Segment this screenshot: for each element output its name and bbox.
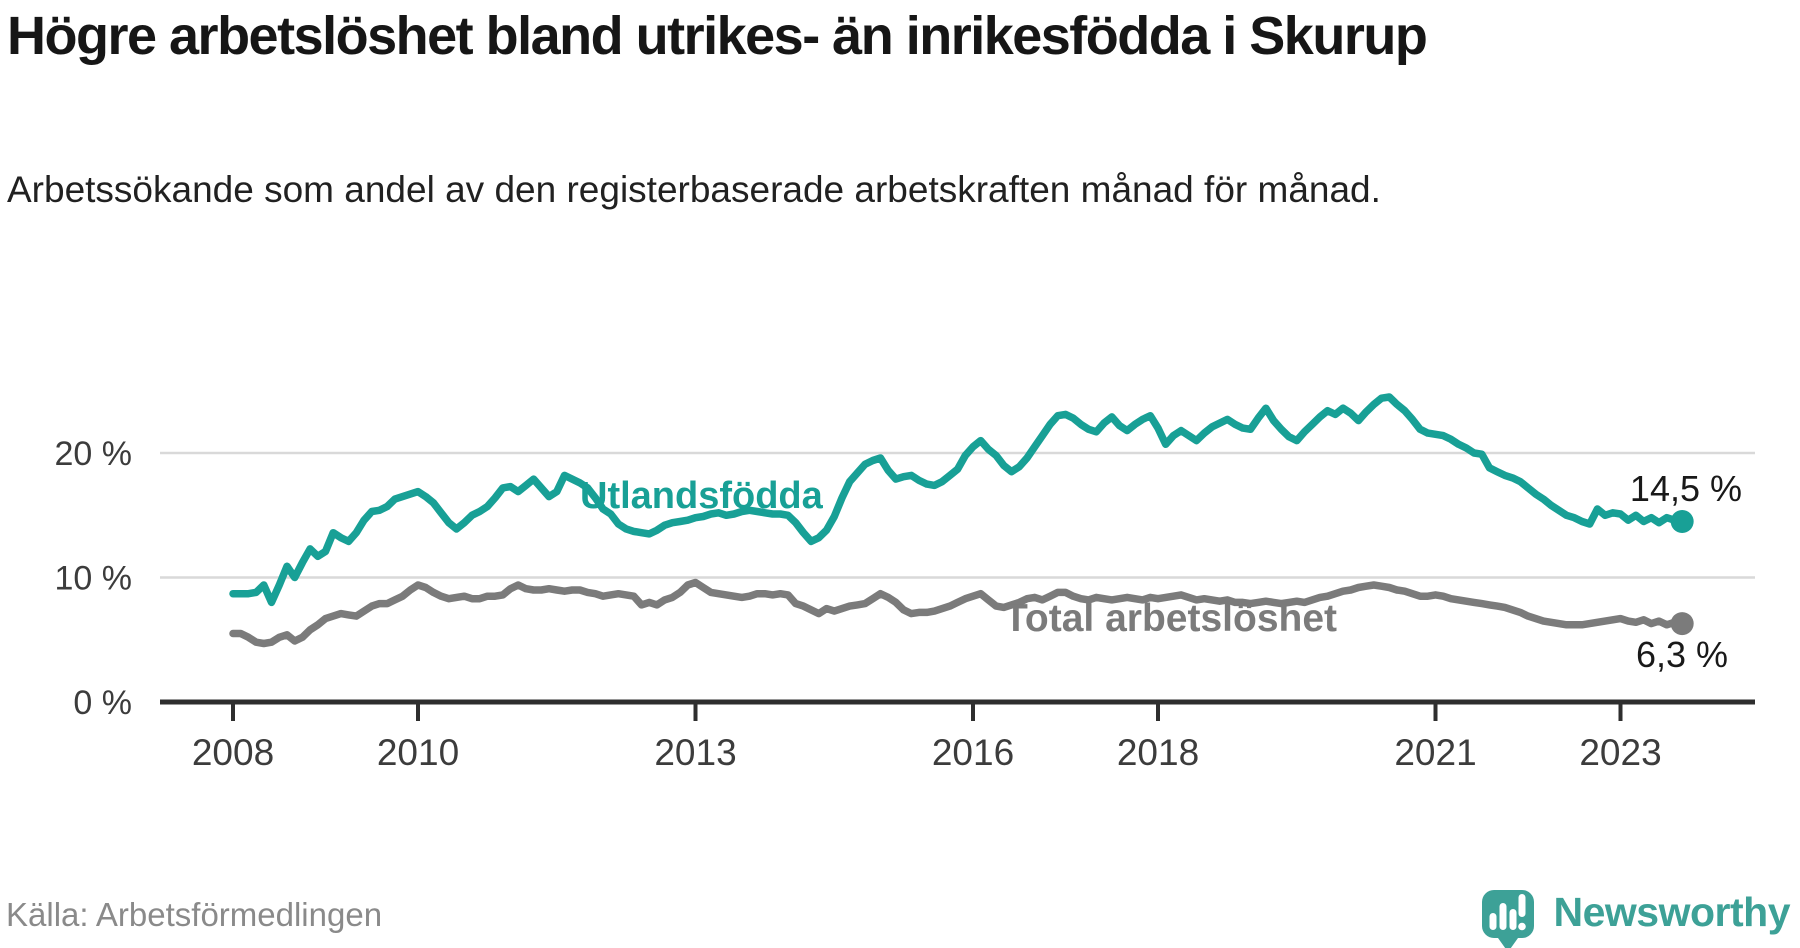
exclamation-dot <box>1517 922 1526 931</box>
y-axis-label-20: 20 % <box>55 435 133 473</box>
bar-2 <box>1499 903 1506 930</box>
series-end-dot-total <box>1670 612 1694 636</box>
bar-1 <box>1489 913 1496 930</box>
series-line-utlandsfodda <box>229 393 1686 607</box>
newsworthy-brand: Newsworthy <box>1476 880 1791 948</box>
series-label-total: Total arbetslöshet <box>1004 597 1337 640</box>
x-axis-label-2008: 2008 <box>192 732 274 773</box>
y-axis-label-10: 10 % <box>55 560 133 598</box>
end-value-label-utlandsfodda: 14,5 % <box>1630 468 1742 509</box>
x-axis-label-2013: 2013 <box>654 732 736 773</box>
brand-wordmark: Newsworthy <box>1553 889 1791 935</box>
x-axis-label-2018: 2018 <box>1117 732 1199 773</box>
series-end-dot-utlandsfodda <box>1670 509 1694 533</box>
exclamation-bar <box>1518 894 1525 917</box>
page-title: Högre arbetslöshet bland utrikes- än inr… <box>7 6 1428 66</box>
x-axis-label-2010: 2010 <box>377 732 459 773</box>
bar-3 <box>1509 909 1516 930</box>
source-note: Källa: Arbetsförmedlingen <box>6 896 383 933</box>
series-line-total <box>229 578 1686 648</box>
x-axis-label-2021: 2021 <box>1394 732 1476 773</box>
x-axis-label-2016: 2016 <box>932 732 1014 773</box>
series-label-utlandsfodda: Utlandsfödda <box>580 475 824 517</box>
y-axis-label-0: 0 % <box>73 684 132 722</box>
newsworthy-pin-barchart-icon <box>1481 890 1534 948</box>
end-value-label-total: 6,3 % <box>1636 634 1728 675</box>
page-subtitle: Arbetssökande som andel av den registerb… <box>7 169 1381 210</box>
x-axis-label-2023: 2023 <box>1579 732 1661 773</box>
